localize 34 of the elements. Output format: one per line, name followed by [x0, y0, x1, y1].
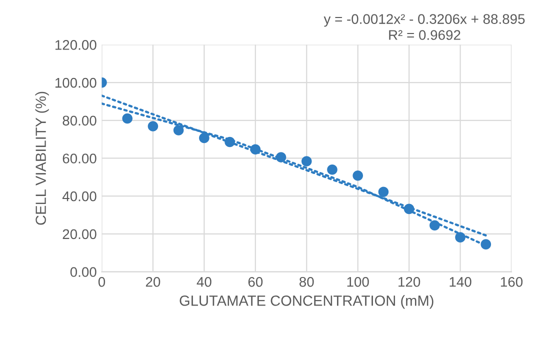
point: [352, 170, 363, 181]
x-tick-label: 40: [196, 276, 212, 287]
point: [276, 152, 286, 162]
x-tick-label: 140: [450, 276, 472, 287]
y-tick-label: 100.00: [55, 78, 96, 88]
y-tick-label: 40.00: [62, 191, 96, 202]
x-tick-label: 0: [98, 276, 106, 287]
y-tick-label: 120.00: [55, 40, 96, 50]
y-tick-label: 80.00: [62, 116, 96, 126]
x-tick-label: 120: [398, 276, 420, 287]
point: [480, 239, 492, 250]
y-tick-label: 60.00: [62, 154, 96, 164]
point: [199, 132, 210, 144]
x-tick-label: 20: [146, 276, 160, 287]
point: [122, 113, 133, 124]
point: [250, 144, 261, 154]
point: [378, 186, 389, 198]
point: [404, 204, 414, 214]
x-tick-label: 160: [500, 276, 523, 287]
point: [301, 156, 312, 166]
point: [173, 125, 184, 136]
y-tick-label: 0.00: [70, 267, 96, 277]
text: y = -0.0012x² - 0.3206x + 88.895 R² = 0.9692: [324, 14, 525, 40]
x-tick-label: 100: [347, 276, 369, 287]
point: [455, 232, 466, 242]
x-tick-label: 60: [248, 276, 263, 287]
point: [327, 164, 338, 175]
point: [148, 121, 158, 132]
point: [430, 220, 440, 231]
y-axis-title: CELL VIABILITY (%): [35, 92, 49, 225]
point: [224, 136, 235, 148]
x-tick-label: 80: [300, 276, 314, 287]
y-tick-label: 20.00: [62, 229, 96, 240]
x-axis-title: GLUTAMATE CONCENTRATION (mM): [180, 295, 434, 309]
